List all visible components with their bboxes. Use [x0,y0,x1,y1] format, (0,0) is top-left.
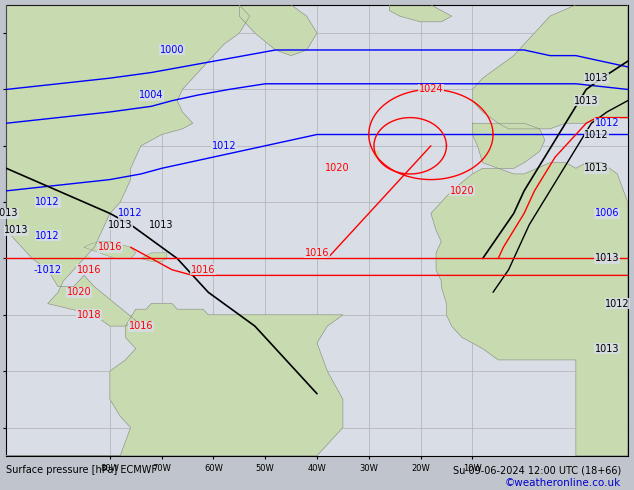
Text: Surface pressure [hPa] ECMWF: Surface pressure [hPa] ECMWF [6,466,157,475]
Text: 1018: 1018 [77,310,101,320]
Polygon shape [431,163,628,456]
Text: 1024: 1024 [418,84,443,95]
Text: 1016: 1016 [191,265,216,275]
Text: Su 09-06-2024 12:00 UTC (18+66): Su 09-06-2024 12:00 UTC (18+66) [453,466,621,475]
Polygon shape [441,208,446,213]
Text: 1013: 1013 [4,225,29,235]
Text: 1016: 1016 [98,242,122,252]
Text: 1020: 1020 [450,186,474,196]
Text: 1020: 1020 [67,287,91,297]
Text: 50W: 50W [256,464,275,473]
Text: 60W: 60W [204,464,223,473]
Polygon shape [456,211,462,219]
Text: 1012: 1012 [36,231,60,241]
Polygon shape [240,5,317,55]
Text: 80W: 80W [100,464,119,473]
Text: 1000: 1000 [160,45,184,55]
Text: 1013: 1013 [574,96,598,106]
Polygon shape [6,5,250,326]
Text: 1013: 1013 [585,73,609,83]
Text: 1012: 1012 [119,208,143,219]
Polygon shape [84,256,89,258]
Text: 1012: 1012 [595,118,619,128]
Text: 30W: 30W [359,464,378,473]
Polygon shape [472,5,628,129]
Text: 1013: 1013 [595,253,619,264]
Polygon shape [472,123,545,168]
Text: -1012: -1012 [34,265,62,275]
Text: 10W: 10W [463,464,482,473]
Text: 1016: 1016 [77,265,101,275]
Text: 1012: 1012 [585,129,609,140]
Text: 1016: 1016 [305,248,329,258]
Text: 1013: 1013 [595,343,619,354]
Text: 40W: 40W [307,464,327,473]
Text: 1013: 1013 [585,163,609,173]
Text: 1012: 1012 [212,141,236,151]
Polygon shape [389,5,451,22]
Text: 1020: 1020 [325,163,350,173]
Polygon shape [84,242,136,258]
Text: 70W: 70W [152,464,171,473]
Text: 1016: 1016 [129,321,153,331]
Text: 1006: 1006 [595,208,619,219]
Text: ©weatheronline.co.uk: ©weatheronline.co.uk [505,478,621,488]
Text: 1013: 1013 [108,220,133,230]
Text: 20W: 20W [411,464,430,473]
Polygon shape [374,151,379,157]
Text: 1013: 1013 [0,208,18,219]
Text: 1012: 1012 [36,197,60,207]
Text: 1012: 1012 [605,298,630,309]
Text: 1004: 1004 [139,90,164,100]
Polygon shape [6,303,343,456]
Text: 1013: 1013 [150,220,174,230]
Polygon shape [141,253,167,261]
